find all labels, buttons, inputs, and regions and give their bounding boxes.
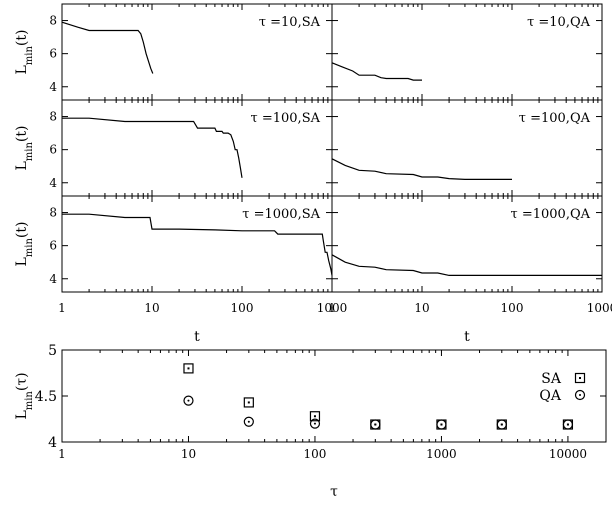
top-xtick-label-0-3: 1000 — [317, 301, 348, 315]
panel-5-label: τ =1000,QA — [511, 207, 591, 222]
scatter-frame — [61, 349, 607, 443]
panel-2-label: τ =100,SA — [251, 111, 321, 126]
legend-QA-marker — [574, 389, 586, 401]
panel-5-line — [331, 254, 602, 276]
scatter-ytick-label-0: 4 — [48, 435, 57, 451]
panel-3-line — [331, 158, 512, 180]
panel-4-label: τ =1000,SA — [242, 207, 320, 222]
panel-2-ylabel-main: L — [14, 161, 30, 170]
top-xtick-label-0-0: 1 — [58, 301, 66, 315]
legend-QA-label: QA — [539, 388, 561, 404]
top-xtick-label-1-3: 1000 — [587, 301, 612, 315]
panel-2-ytick-label-0: 4 — [49, 176, 57, 190]
panel-4-line — [62, 213, 333, 276]
scatter-ylabel: Lmin(τ) — [14, 372, 35, 419]
legend-SA-marker — [574, 372, 586, 384]
panel-2-ylabel-text: Lmin(t) — [14, 126, 35, 171]
scatter-SA-point-0 — [183, 363, 194, 374]
top-xtick-label-1-2: 100 — [501, 301, 524, 315]
panel-4-ytick-label-0: 4 — [49, 272, 57, 286]
panel-0-ylabel-main: L — [14, 65, 30, 74]
panel-2-ytick-label-2: 8 — [49, 110, 57, 124]
scatter-QA-point-5-dot — [500, 423, 503, 426]
scatter-QA-point-0 — [183, 395, 194, 406]
scatter-SA-point-1 — [243, 397, 254, 408]
panel-4-ytick-label-2: 8 — [49, 206, 57, 220]
scatter-ylabel-main: L — [14, 410, 30, 419]
panel-5: τ =1000,QA — [331, 195, 603, 293]
scatter-QA-point-2 — [309, 418, 321, 429]
panel-0-ytick-label-2: 8 — [49, 14, 57, 28]
panel-2-ytick-label-1: 6 — [49, 143, 57, 157]
scatter-ytick-label-1: 4.5 — [35, 389, 57, 405]
scatter-ylabel-tail: (τ) — [14, 372, 30, 391]
panel-0-ylabel-sub: min — [24, 46, 35, 66]
legend-QA-marker-dot — [579, 394, 581, 396]
panel-1-label: τ =10,QA — [527, 15, 591, 30]
panel-2-ylabel: Lmin(t) — [14, 126, 35, 171]
scatter-ytick-label-2: 5 — [48, 343, 57, 359]
scatter-xtick-label-2: 100 — [304, 447, 327, 461]
panel-4-ylabel-main: L — [14, 257, 30, 266]
panel-4: 4 6 8 τ =1000,SA — [49, 195, 333, 293]
scatter-QA-point-5 — [496, 419, 507, 430]
scatter-QA-point-1 — [243, 416, 254, 427]
panel-4-ylabel: Lmin(t) — [14, 222, 35, 267]
scatter-xtick-label-3: 1000 — [426, 447, 457, 461]
scatter-QA-point-2-dot — [313, 422, 316, 425]
scatter-QA-point-3 — [370, 419, 381, 430]
scatter-xlabel: τ — [330, 484, 338, 500]
scatter-QA-point-4 — [436, 419, 447, 430]
legend-SA-marker-dot — [579, 377, 581, 379]
top-xlabel-0: t — [194, 329, 200, 345]
scatter-QA-point-6-dot — [566, 423, 569, 426]
panel-0: 4 6 8 τ =10,SA — [49, 3, 333, 101]
panel-4-ylabel-tail: (t) — [14, 222, 30, 239]
panel-3-label: τ =100,QA — [519, 111, 591, 126]
scatter-xtick-label-1: 10 — [181, 447, 196, 461]
scatter-SA-point-2-dot — [313, 415, 316, 418]
panel-4-ylabel-sub: min — [24, 238, 35, 258]
panel-0-ytick-label-1: 6 — [49, 47, 57, 61]
scatter-SA-point-0-dot — [187, 367, 190, 370]
top-xtick-label-1-0: 1 — [328, 301, 336, 315]
scatter-QA-point-0-dot — [187, 399, 190, 402]
scatter-xtick-label-4: 10000 — [549, 447, 587, 461]
panel-0-ylabel-text: Lmin(t) — [14, 30, 35, 75]
panel-2-ylabel-sub: min — [24, 142, 35, 162]
panel-2-line — [62, 117, 243, 178]
panel-5-frame — [331, 195, 603, 293]
legend-SA-label: SA — [541, 371, 562, 387]
panel-2: 4 6 8 τ =100,SA — [49, 99, 333, 197]
panel-2-ylabel-tail: (t) — [14, 126, 30, 143]
panel-1-line — [331, 62, 422, 81]
scatter-ylabel-text: Lmin(τ) — [14, 372, 35, 419]
top-xtick-label-0-1: 10 — [144, 301, 159, 315]
scatter-SA-point-1-dot — [247, 401, 250, 404]
scatter-QA-point-4-dot — [440, 423, 443, 426]
scatter-QA-point-1-dot — [247, 420, 250, 423]
scatter-QA-point-6 — [562, 419, 574, 430]
panel-1: τ =10,QA — [331, 3, 603, 101]
panel-4-ylabel-text: Lmin(t) — [14, 222, 35, 267]
scatter-QA-point-3-dot — [374, 423, 377, 426]
panel-4-ytick-label-1: 6 — [49, 239, 57, 253]
scatter-SA-point-2 — [309, 411, 321, 422]
panel-3: τ =100,QA — [331, 99, 603, 197]
panel-0-label: τ =10,SA — [259, 15, 321, 30]
panel-0-ylabel-tail: (t) — [14, 30, 30, 47]
scatter-ylabel-sub: min — [24, 391, 35, 411]
top-xtick-label-0-2: 100 — [231, 301, 254, 315]
top-xlabel-1: t — [464, 329, 470, 345]
scatter-xtick-label-0: 1 — [58, 447, 66, 461]
panel-0-ytick-label-0: 4 — [49, 80, 57, 94]
top-xtick-label-1-1: 10 — [414, 301, 429, 315]
panel-0-line — [61, 21, 154, 74]
panel-0-ylabel: Lmin(t) — [14, 30, 35, 75]
